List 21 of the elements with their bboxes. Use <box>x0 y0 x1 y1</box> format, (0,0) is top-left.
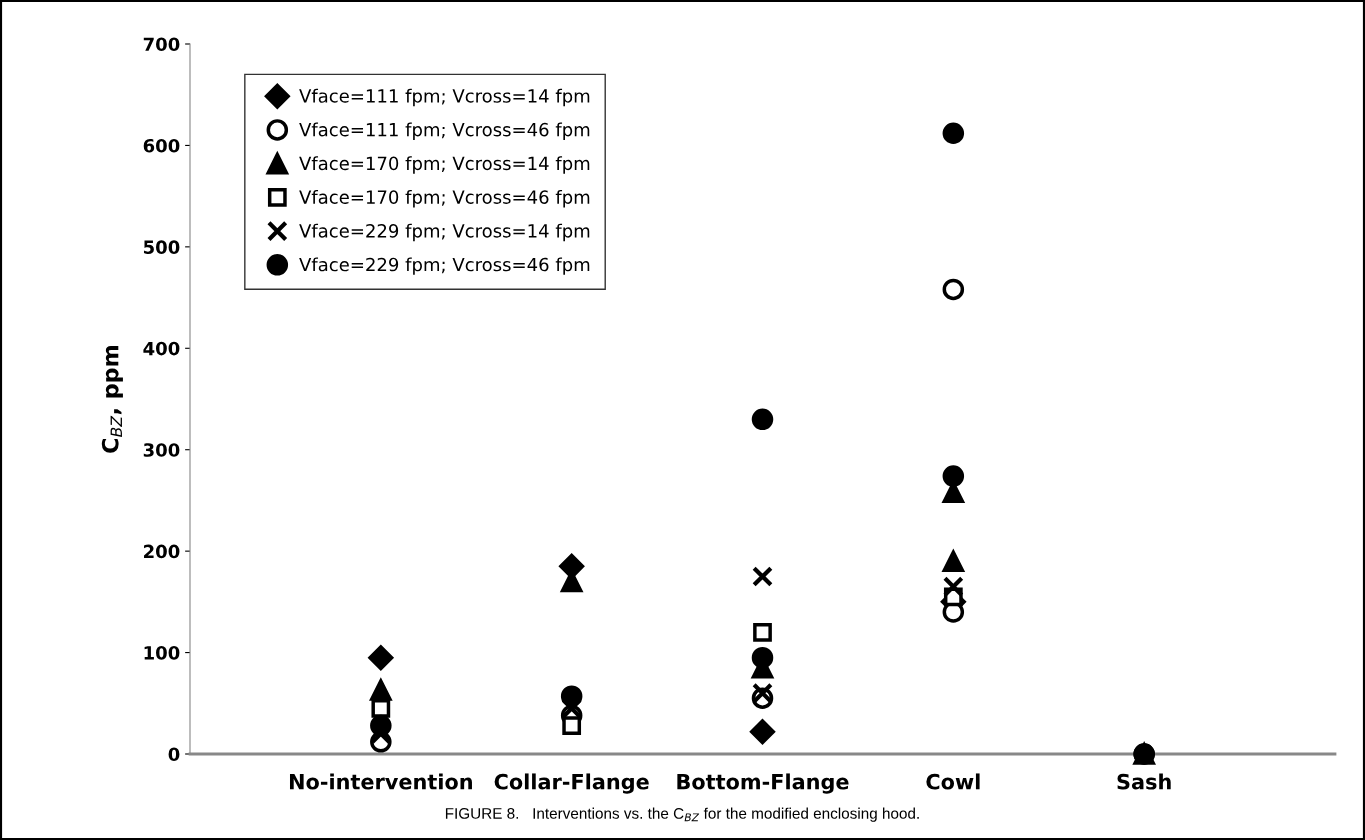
legend-label: Vface=229 fpm; Vcross=14 fpm <box>299 223 590 242</box>
x-tick-label: Bottom-Flange <box>677 773 849 794</box>
x-tick-label: Cowl <box>926 773 980 790</box>
x-tick-label: Collar-Flange <box>494 773 649 794</box>
y-axis-title: C$_{BZ}$, ppm <box>101 346 123 453</box>
y-tick-label: 400 <box>143 341 180 356</box>
y-tick-label: 300 <box>143 443 180 457</box>
y-tick-label: 600 <box>143 138 180 153</box>
y-tick-label: 100 <box>144 646 180 660</box>
y-tick-label: 0 <box>168 747 180 762</box>
y-tick-label: 200 <box>144 544 180 559</box>
legend-label: Vface=111 fpm; Vcross=14 fpm <box>299 88 590 107</box>
x-tick-label: No-intervention <box>289 773 472 790</box>
x-tick-label: Sash <box>1117 773 1171 790</box>
caption: FIGURE 8. Interventions vs. the C$_{BZ}$ for the modified enclosing hood. <box>445 807 919 822</box>
legend-label: Vface=170 fpm; Vcross=46 fpm <box>299 189 590 208</box>
legend-label: Vface=111 fpm; Vcross=46 fpm <box>299 122 590 140</box>
y-tick-label: 500 <box>143 240 180 254</box>
legend-label: Vface=170 fpm; Vcross=14 fpm <box>299 156 590 174</box>
legend-label: Vface=229 fpm; Vcross=46 fpm <box>299 257 590 275</box>
y-tick-label: 700 <box>143 37 180 52</box>
